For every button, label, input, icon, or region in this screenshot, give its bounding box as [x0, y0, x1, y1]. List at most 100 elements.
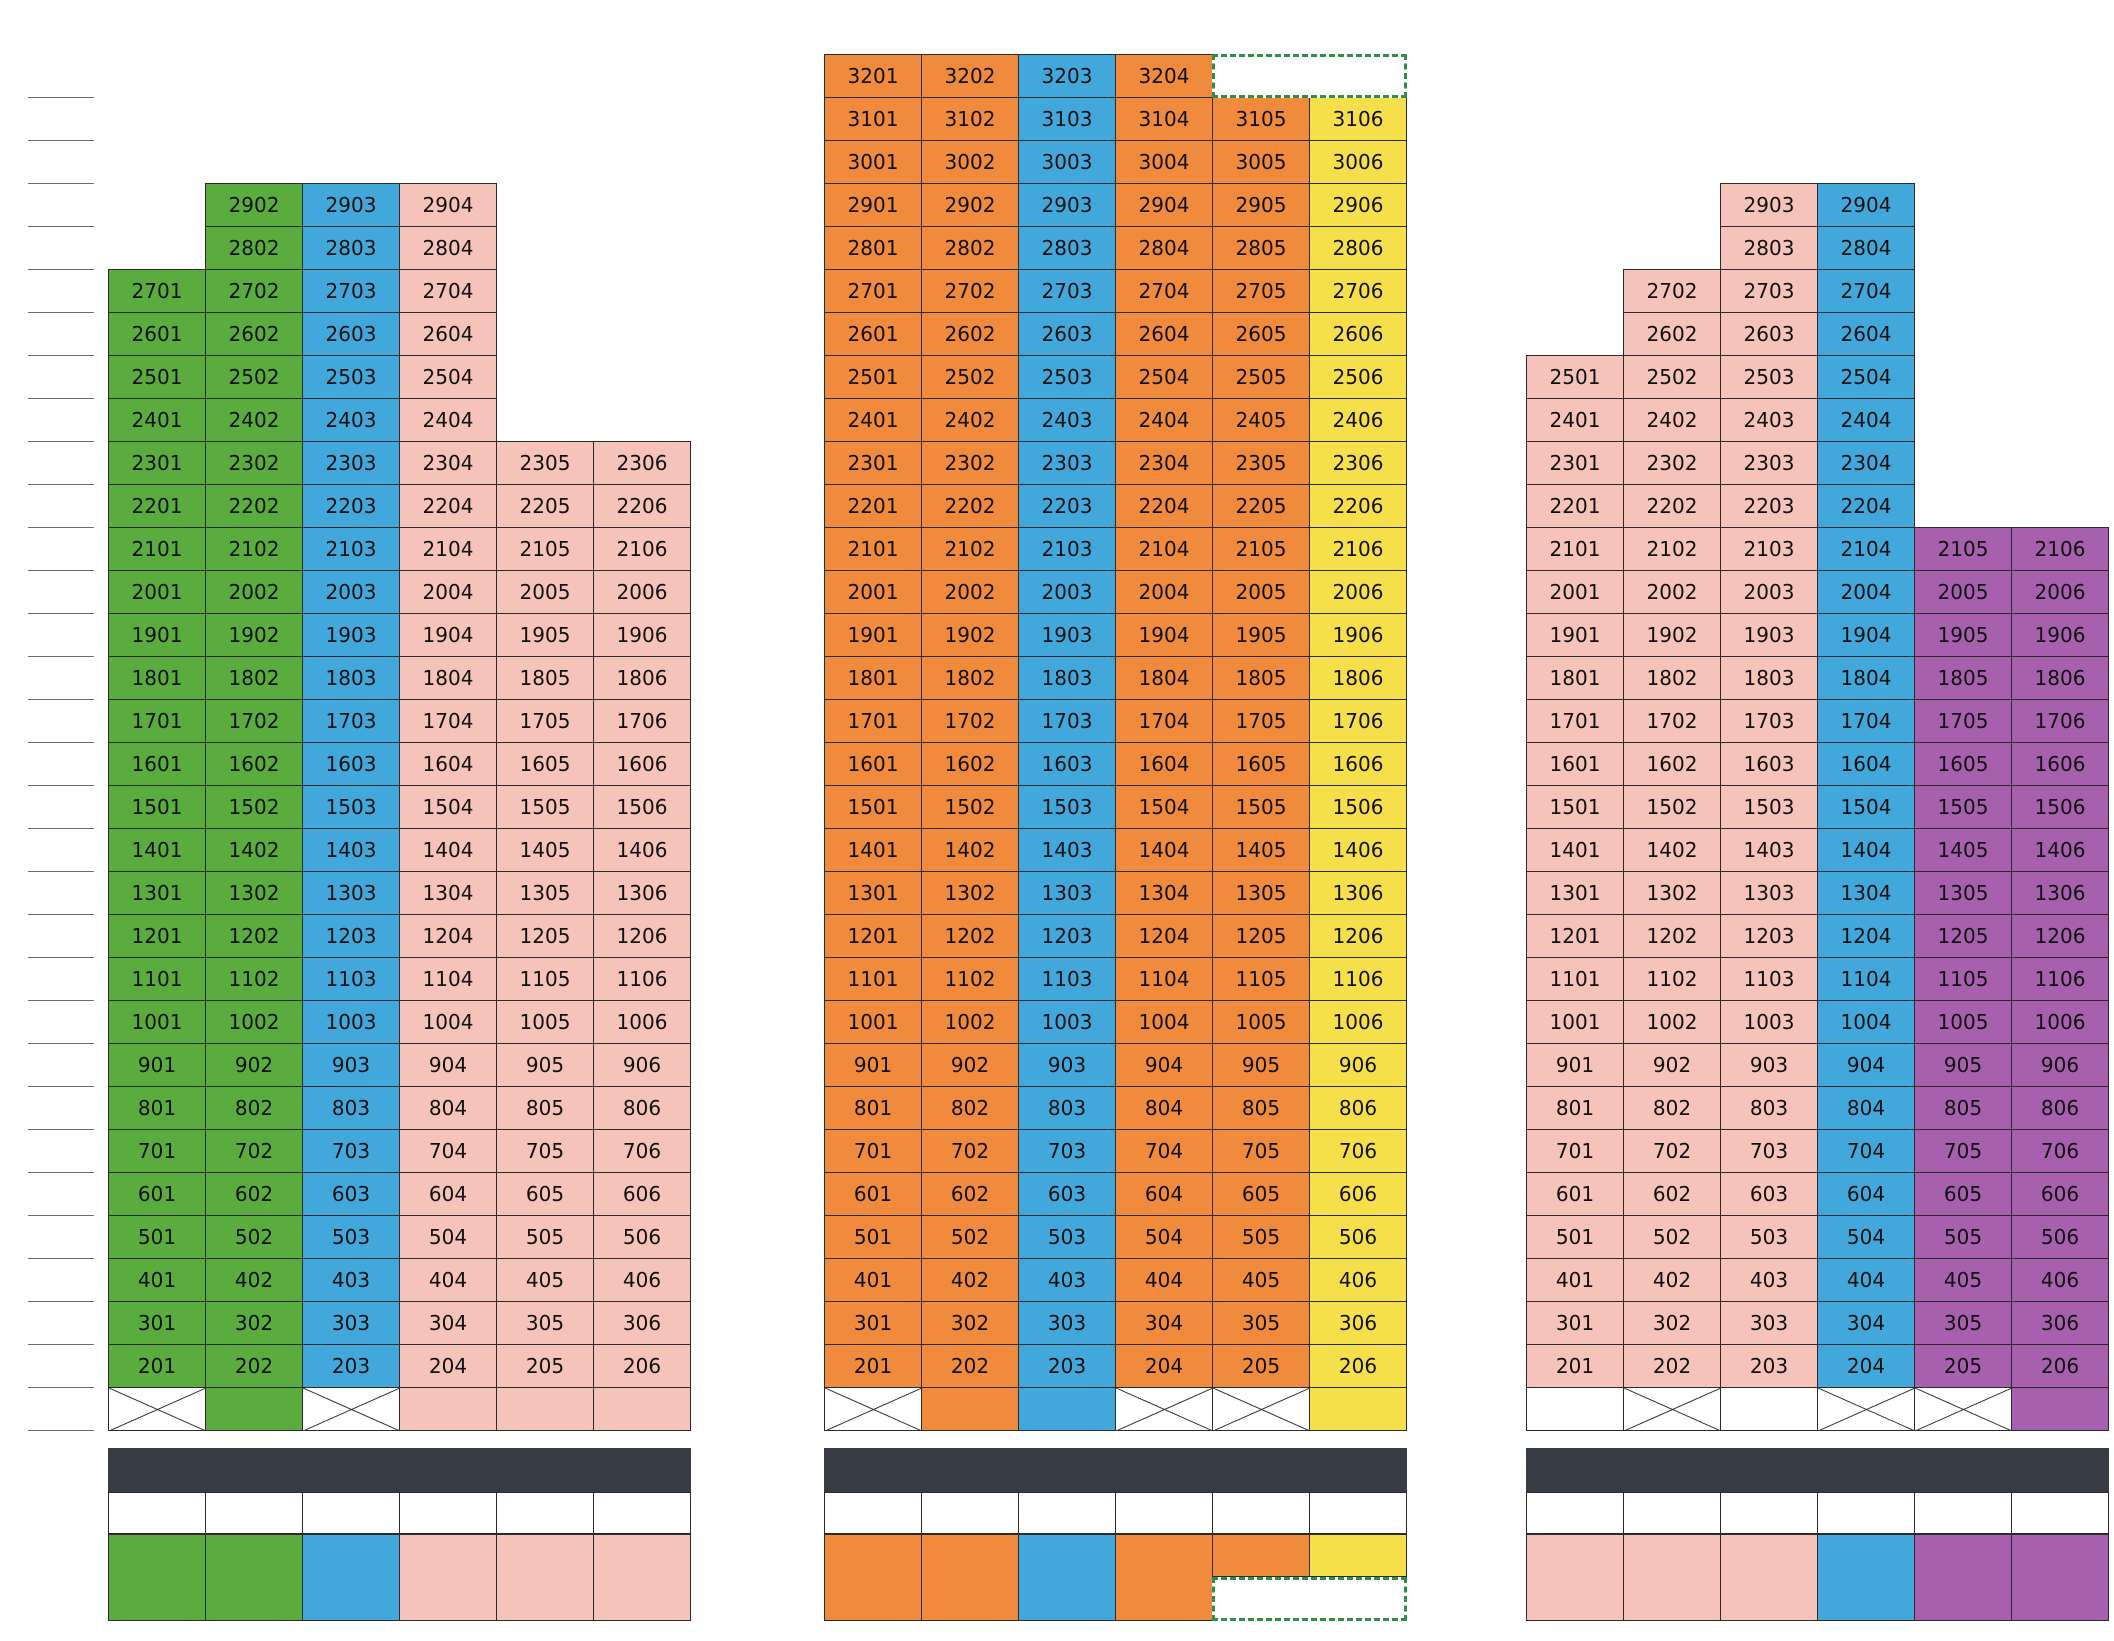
unit-cell: 706: [2011, 1129, 2109, 1173]
floor-label: [28, 355, 94, 399]
unit-cell: 2902: [205, 183, 303, 227]
unit-cell: 1802: [205, 656, 303, 700]
empty-unit-cell: [302, 1387, 400, 1431]
unit-cell: 2804: [1817, 226, 1915, 270]
unit-cell: 1203: [302, 914, 400, 958]
floor-label: [28, 1000, 94, 1044]
unit-cell: 505: [1914, 1215, 2012, 1259]
unit-cell: 705: [496, 1129, 594, 1173]
unit-cell: 402: [205, 1258, 303, 1302]
unit-cell: 901: [1526, 1043, 1624, 1087]
unit-cell: 1206: [2011, 914, 2109, 958]
unit-cell: 1305: [1914, 871, 2012, 915]
crossed-out-icon: [1624, 1388, 1721, 1431]
unit-cell: 2001: [824, 570, 922, 614]
unit-cell: 204: [1817, 1344, 1915, 1388]
unit-cell: 2403: [302, 398, 400, 442]
unit-cell: 2303: [1720, 441, 1818, 485]
unit-cell: 804: [1817, 1086, 1915, 1130]
unit-cell: 603: [1720, 1172, 1818, 1216]
unit-cell: 1406: [593, 828, 691, 872]
unit-cell: 1506: [1309, 785, 1407, 829]
unit-cell: 2106: [593, 527, 691, 571]
unit-cell: 1105: [496, 957, 594, 1001]
unit-cell: 2203: [1720, 484, 1818, 528]
unit-cell: 2702: [1623, 269, 1721, 313]
empty-unit-cell: [108, 1387, 206, 1431]
unit-cell: 1006: [2011, 1000, 2109, 1044]
unit-cell: 1704: [1817, 699, 1915, 743]
unit-cell: 1304: [399, 871, 497, 915]
unit-cell: 1106: [2011, 957, 2109, 1001]
unit-cell: 705: [1914, 1129, 2012, 1173]
unit-cell: 1401: [1526, 828, 1624, 872]
unit-cell: 302: [205, 1301, 303, 1345]
unit-cell: 705: [1212, 1129, 1310, 1173]
unit-cell: 1002: [1623, 1000, 1721, 1044]
unit-cell: 206: [593, 1344, 691, 1388]
unit-cell: 1604: [399, 742, 497, 786]
unit-cell: 3102: [921, 97, 1019, 141]
unit-cell: 805: [1914, 1086, 2012, 1130]
unit-cell: 1403: [1018, 828, 1116, 872]
floor-label: [28, 97, 94, 141]
empty-unit-cell: [1115, 1387, 1213, 1431]
unit-cell: 2602: [1623, 312, 1721, 356]
unit-cell: 401: [1526, 1258, 1624, 1302]
unit-cell: 2904: [1115, 183, 1213, 227]
unit-cell: 505: [1212, 1215, 1310, 1259]
unit-cell: 704: [399, 1129, 497, 1173]
unit-type-cell: [1212, 1534, 1310, 1577]
unit-cell: 701: [108, 1129, 206, 1173]
unit-cell: 2302: [205, 441, 303, 485]
unit-cell: 401: [108, 1258, 206, 1302]
unit-cell: 1505: [496, 785, 594, 829]
unit-cell: 1204: [399, 914, 497, 958]
unit-cell: 1301: [108, 871, 206, 915]
unit-cell: 1304: [1115, 871, 1213, 915]
unit-cell: 2501: [824, 355, 922, 399]
unit-cell: 2102: [205, 527, 303, 571]
unit-cell: 1101: [1526, 957, 1624, 1001]
unit-cell: 2306: [593, 441, 691, 485]
unit-cell: 2304: [1115, 441, 1213, 485]
unit-cell: 605: [496, 1172, 594, 1216]
unit-cell: 3101: [824, 97, 922, 141]
unit-cell: 1201: [1526, 914, 1624, 958]
unit-column-header: [593, 1492, 691, 1534]
unit-cell: 1902: [921, 613, 1019, 657]
unit-cell: 3201: [824, 54, 922, 98]
unit-cell: 2304: [399, 441, 497, 485]
unit-cell: 902: [1623, 1043, 1721, 1087]
sky-lounge-label: [1914, 484, 2108, 528]
unit-cell: 403: [1018, 1258, 1116, 1302]
crossed-out-icon: [109, 1388, 206, 1431]
unit-cell: 805: [496, 1086, 594, 1130]
floor-label: [28, 957, 94, 1001]
unit-cell: 2602: [921, 312, 1019, 356]
unit-cell: 1201: [108, 914, 206, 958]
unit-cell: 2102: [921, 527, 1019, 571]
unit-cell: 2802: [205, 226, 303, 270]
unit-type-cell: [399, 1534, 497, 1621]
unit-cell: 2705: [1212, 269, 1310, 313]
crossed-out-icon: [825, 1388, 922, 1431]
unit-cell: 1102: [205, 957, 303, 1001]
unit-cell: 806: [2011, 1086, 2109, 1130]
empty-unit-cell: [824, 1387, 922, 1431]
unit-cell: 703: [1018, 1129, 1116, 1173]
unit-cell: 2002: [1623, 570, 1721, 614]
unit-cell: 2302: [921, 441, 1019, 485]
unit-cell: 501: [108, 1215, 206, 1259]
unit-cell: 1601: [1526, 742, 1624, 786]
unit-cell: 1104: [1115, 957, 1213, 1001]
unit-cell: 1802: [1623, 656, 1721, 700]
unit-cell: 404: [1817, 1258, 1915, 1302]
unit-cell: 1106: [1309, 957, 1407, 1001]
unit-cell: 602: [921, 1172, 1019, 1216]
unit-cell: 503: [1720, 1215, 1818, 1259]
unit-cell: 2903: [1018, 183, 1116, 227]
unit-cell: 1803: [1720, 656, 1818, 700]
unit-cell: 2404: [399, 398, 497, 442]
unit-cell: 1103: [1018, 957, 1116, 1001]
